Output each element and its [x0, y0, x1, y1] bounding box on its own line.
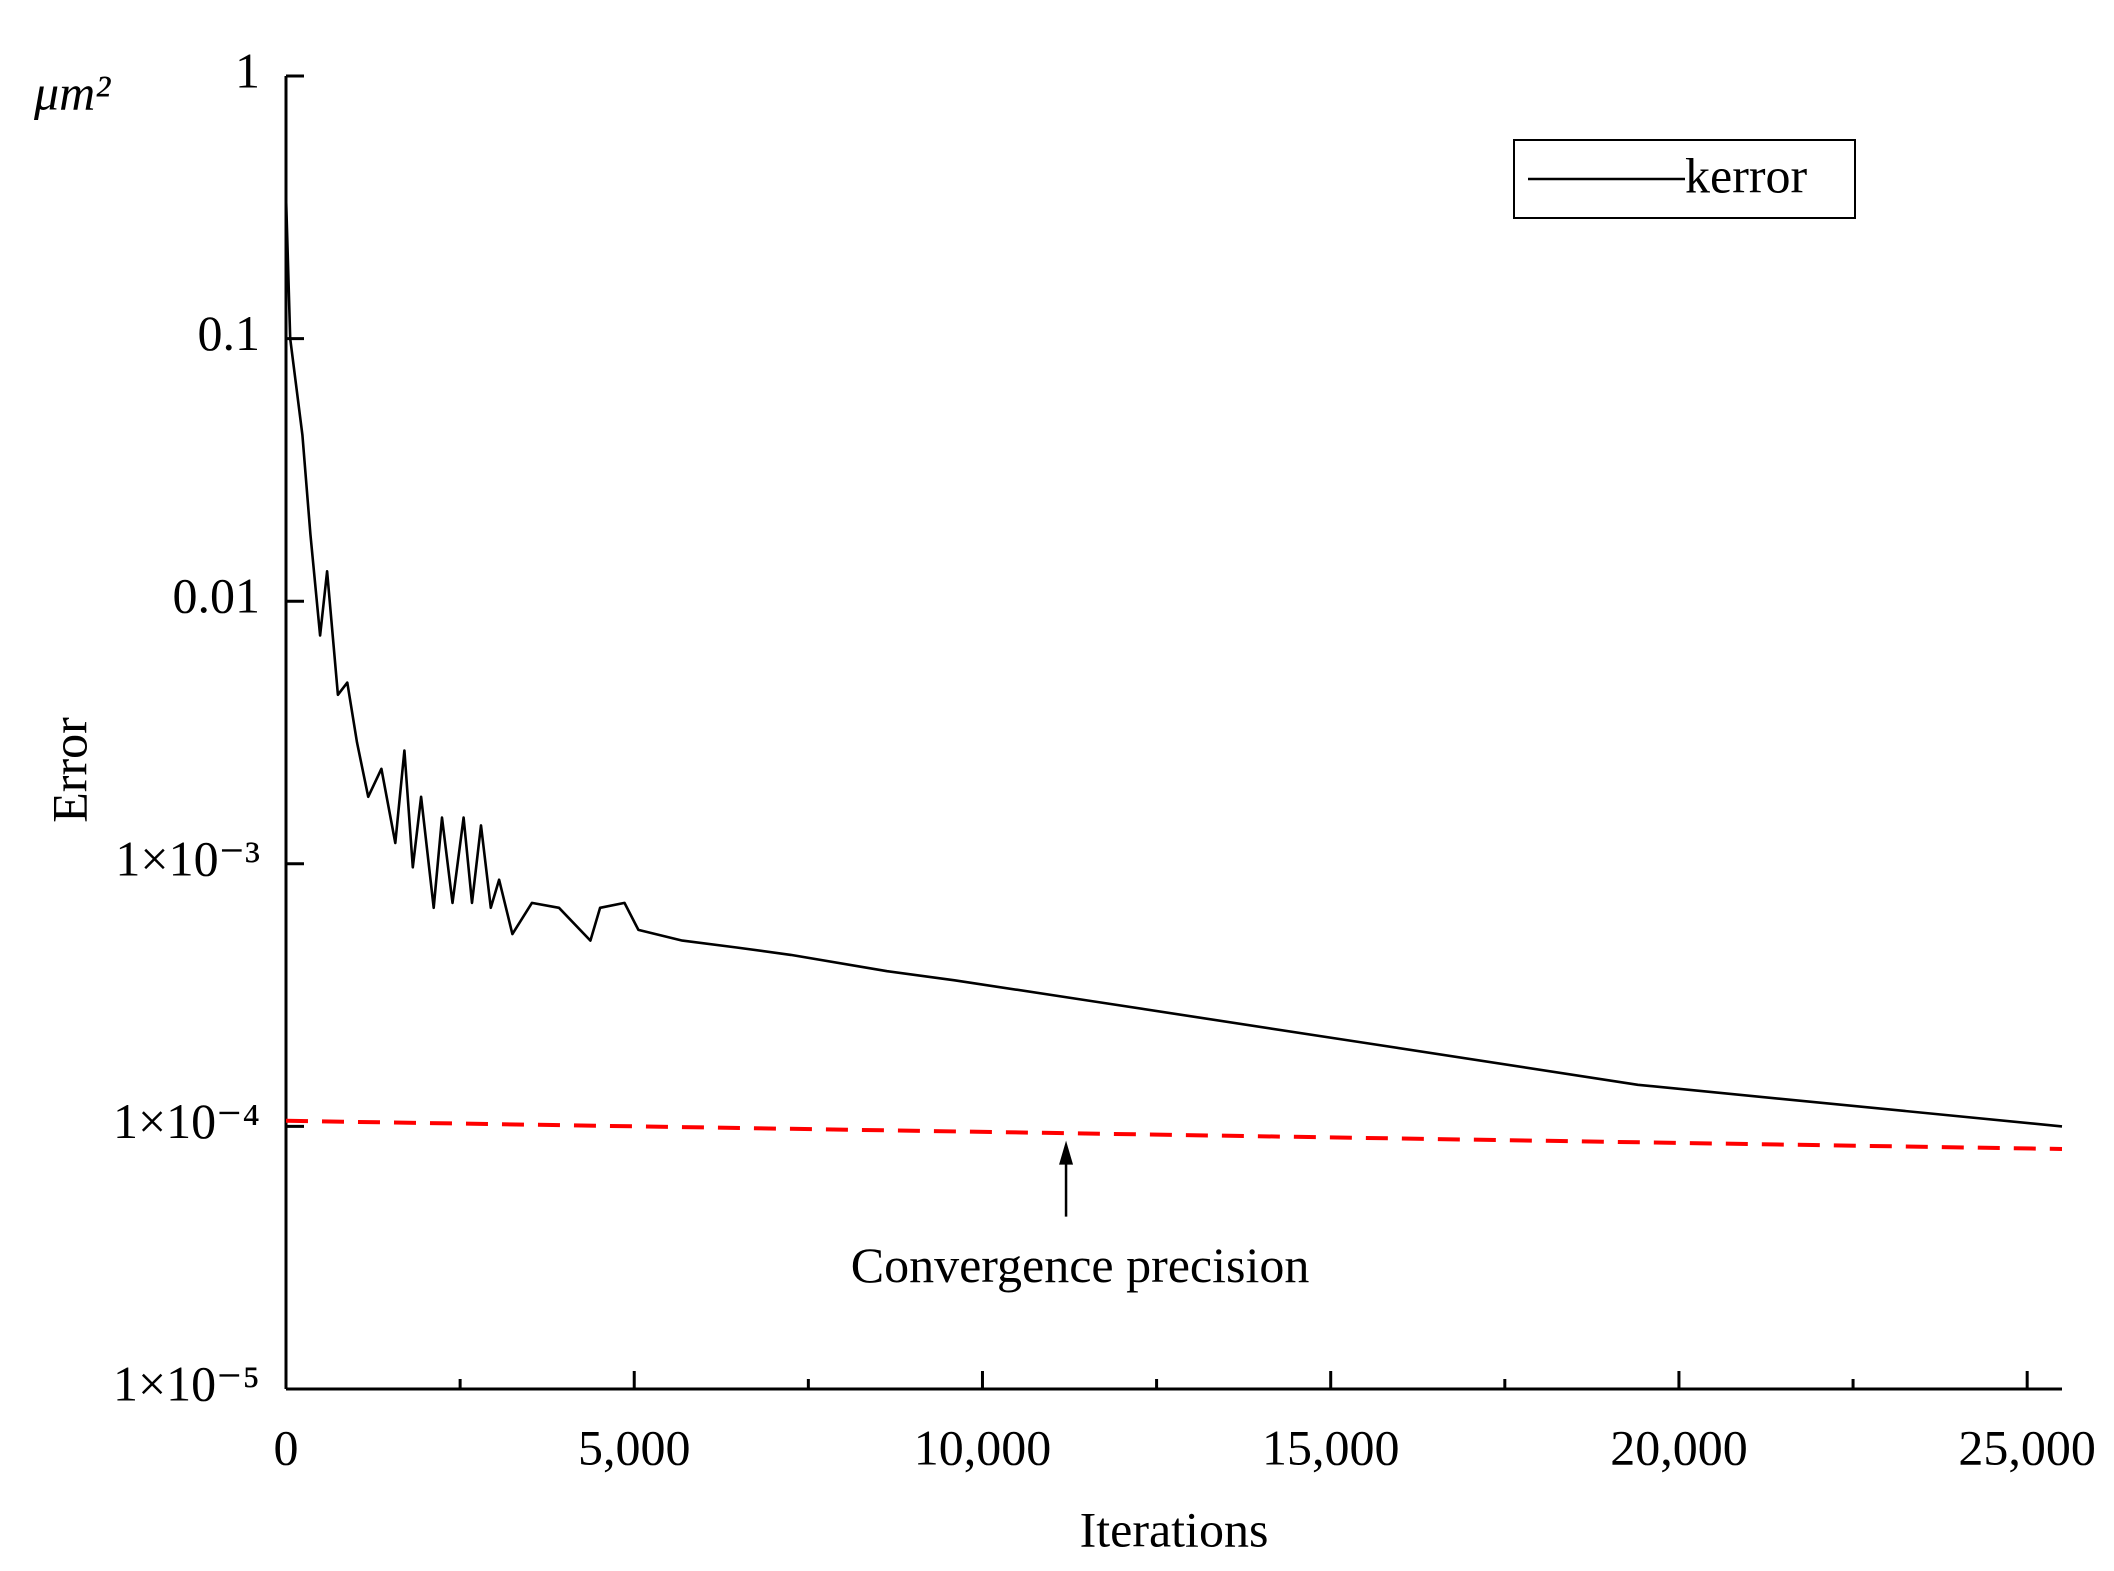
x-axis-label: Iterations	[1080, 1501, 1269, 1557]
y-axis-label: Error	[41, 717, 97, 823]
y-tick-label: 1×10⁻⁵	[113, 1355, 260, 1411]
x-tick-label: 25,000	[1958, 1419, 2096, 1475]
y-tick-label: 0.1	[198, 305, 261, 361]
line-series	[285, 1118, 2063, 1151]
x-tick-label: 0	[274, 1419, 299, 1475]
y-tick-label: 1	[235, 42, 260, 98]
legend-label: kerror	[1685, 147, 1807, 203]
y-tick-label: 1×10⁻³	[115, 830, 260, 886]
x-tick-label: 15,000	[1262, 1419, 1400, 1475]
x-tick-label: 10,000	[914, 1419, 1052, 1475]
y-tick-label: 0.01	[173, 568, 261, 624]
y-tick-label: 1×10⁻⁴	[113, 1093, 260, 1149]
line-series	[284, 195, 2063, 1128]
y-unit: μm²	[33, 64, 111, 120]
x-tick-label: 5,000	[578, 1419, 691, 1475]
annotation-text: Convergence precision	[851, 1237, 1310, 1293]
x-tick-label: 20,000	[1610, 1419, 1748, 1475]
annotation-arrowhead	[1059, 1140, 1074, 1165]
